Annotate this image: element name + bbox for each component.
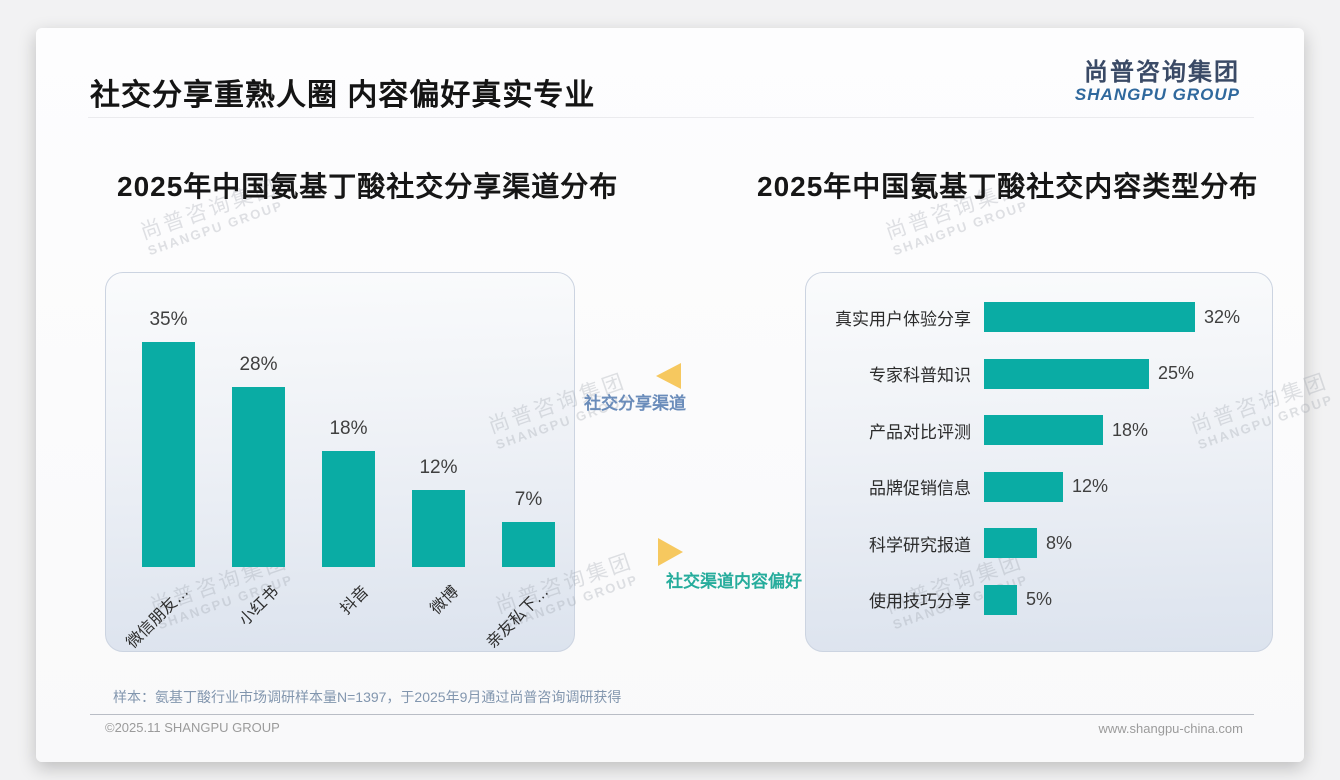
hbar-row: 产品对比评测 18%: [805, 402, 1273, 459]
x-axis-label-text: 微信朋友…: [123, 583, 193, 652]
category-label: 产品对比评测: [869, 422, 971, 442]
right-chart-panel: [805, 272, 1273, 652]
bar: [984, 415, 1103, 446]
bar-value-label: 28%: [239, 354, 278, 375]
bar: [984, 528, 1037, 559]
hbar-row: 使用技巧分享 5%: [805, 572, 1273, 629]
vertical-bars-group: 35% 28% 18% 12% 7%: [142, 309, 555, 567]
bar: [142, 342, 195, 567]
bar-value-label: 8%: [1046, 532, 1073, 553]
bar: [984, 584, 1017, 615]
bar-value-label: 12%: [1072, 476, 1109, 497]
bar: [984, 358, 1149, 389]
category-label: 真实用户体验分享: [835, 309, 971, 329]
bar: [232, 387, 285, 567]
horizontal-bar-chart: 真实用户体验分享 32% 专家科普知识 25% 产品对比评测 18% 品牌促销信息 12% 科学…: [805, 272, 1273, 652]
footer-divider: [90, 714, 1254, 715]
x-axis-label-text: 微博: [427, 583, 463, 618]
bar-value-label: 35%: [149, 309, 188, 330]
x-axis-label-text: 小红书: [236, 583, 283, 630]
vbar-column: 7%: [502, 489, 555, 567]
x-axis-label-text: 抖音: [337, 583, 373, 618]
left-pointing-triangle-icon: [656, 363, 681, 389]
header-divider: [88, 117, 1254, 118]
horizontal-bars-group: 真实用户体验分享 32% 专家科普知识 25% 产品对比评测 18% 品牌促销信息 12% 科学…: [805, 289, 1273, 628]
category-label: 品牌促销信息: [869, 479, 971, 499]
bar: [984, 302, 1195, 333]
bar: [502, 522, 555, 567]
page-title: 社交分享重熟人圈 内容偏好真实专业: [90, 79, 596, 112]
bar-value-label: 18%: [329, 418, 368, 439]
vbar-column: 12%: [412, 457, 465, 567]
bar-value-label: 7%: [514, 489, 543, 510]
logo-english-text: SHANGPU GROUP: [1074, 85, 1240, 105]
vbar-column: 18%: [322, 418, 375, 567]
left-annotation-label: 社交分享渠道: [584, 394, 686, 413]
bar-value-label: 5%: [1026, 589, 1053, 610]
vbar-column: 28%: [232, 354, 285, 567]
right-pointing-triangle-icon: [658, 538, 683, 566]
right-annotation-label: 社交渠道内容偏好: [666, 572, 802, 591]
sample-footnote: 样本：氨基丁酸行业市场调研样本量N=1397，于2025年9月通过尚普咨询调研获…: [113, 689, 622, 705]
bar-value-label: 32%: [1204, 306, 1241, 327]
bar-value-label: 25%: [1158, 363, 1195, 384]
vertical-bar-chart: 35% 28% 18% 12% 7% 微信朋友… 小红书 抖音 微博 亲友私下…: [105, 272, 575, 652]
bar-value-label: 12%: [419, 457, 458, 478]
vbar-column: 35%: [142, 309, 195, 567]
hbar-row: 专家科普知识 25%: [805, 346, 1273, 403]
right-chart-title: 2025年中国氨基丁酸社交内容类型分布: [757, 171, 1259, 202]
bar: [412, 490, 465, 567]
logo-chinese-text: 尚普咨询集团: [1084, 59, 1240, 86]
footer-website: www.shangpu-china.com: [1098, 721, 1243, 736]
footer-copyright: ©2025.11 SHANGPU GROUP: [105, 720, 280, 735]
category-label: 科学研究报道: [869, 535, 971, 555]
category-label: 使用技巧分享: [869, 592, 971, 612]
x-axis-label-text: 亲友私下…: [483, 583, 553, 652]
left-chart-title: 2025年中国氨基丁酸社交分享渠道分布: [117, 171, 619, 202]
company-logo: 尚普咨询集团 SHANGPU GROUP: [1030, 59, 1240, 105]
bar: [984, 471, 1063, 502]
bar-value-label: 18%: [1112, 419, 1149, 440]
bar: [322, 451, 375, 567]
hbar-row: 科学研究报道 8%: [805, 515, 1273, 572]
hbar-row: 真实用户体验分享 32%: [805, 289, 1273, 346]
category-label: 专家科普知识: [869, 366, 971, 386]
hbar-row: 品牌促销信息 12%: [805, 459, 1273, 516]
